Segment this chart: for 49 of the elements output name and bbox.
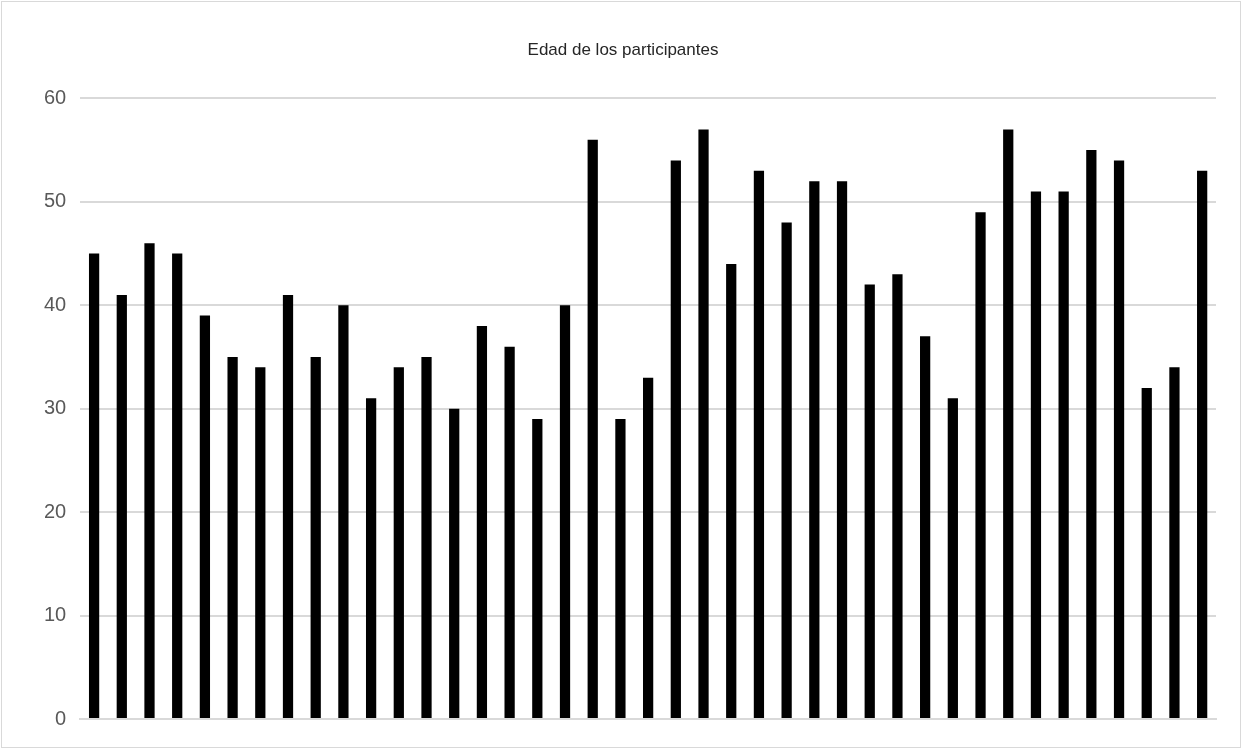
y-tick-label: 0 xyxy=(55,706,67,729)
y-tick-label: 20 xyxy=(44,499,67,522)
bar xyxy=(199,315,211,718)
chart-title: Edad de los participantes xyxy=(527,39,719,59)
bar xyxy=(365,398,377,718)
bar xyxy=(227,356,238,718)
bar xyxy=(864,284,875,718)
bar xyxy=(698,129,709,718)
bar xyxy=(172,253,183,718)
bar xyxy=(449,408,460,718)
bar xyxy=(1030,191,1042,718)
bar xyxy=(504,346,515,718)
bar xyxy=(836,181,848,718)
bar xyxy=(116,294,127,718)
bar xyxy=(1169,367,1180,718)
y-tick-label: 50 xyxy=(44,189,67,212)
bar xyxy=(1003,129,1014,718)
bar xyxy=(1197,170,1208,718)
bar xyxy=(255,367,266,718)
bar xyxy=(559,305,571,718)
bar xyxy=(421,356,432,718)
bar xyxy=(809,181,820,718)
bar xyxy=(88,253,100,718)
bar xyxy=(947,398,958,718)
y-tick-label: 10 xyxy=(44,603,67,626)
bar xyxy=(282,294,294,718)
bar xyxy=(753,170,765,718)
bar xyxy=(144,243,155,718)
bar xyxy=(1113,160,1125,718)
bar xyxy=(781,222,792,718)
bar xyxy=(1141,388,1152,718)
bar xyxy=(310,356,321,718)
bar xyxy=(892,274,903,718)
bar xyxy=(615,419,626,718)
bar xyxy=(1086,150,1097,718)
bar xyxy=(670,160,681,718)
bar xyxy=(975,212,986,718)
bar xyxy=(587,139,598,718)
bar xyxy=(643,377,654,718)
bar xyxy=(338,305,349,718)
bar xyxy=(1058,191,1069,718)
bar xyxy=(920,336,931,718)
y-tick-label: 40 xyxy=(44,292,67,315)
y-tick-label: 60 xyxy=(44,85,67,108)
bar xyxy=(726,263,737,718)
bar xyxy=(476,325,488,718)
bar xyxy=(532,419,543,718)
bar xyxy=(393,367,404,718)
y-tick-label: 30 xyxy=(44,396,67,419)
